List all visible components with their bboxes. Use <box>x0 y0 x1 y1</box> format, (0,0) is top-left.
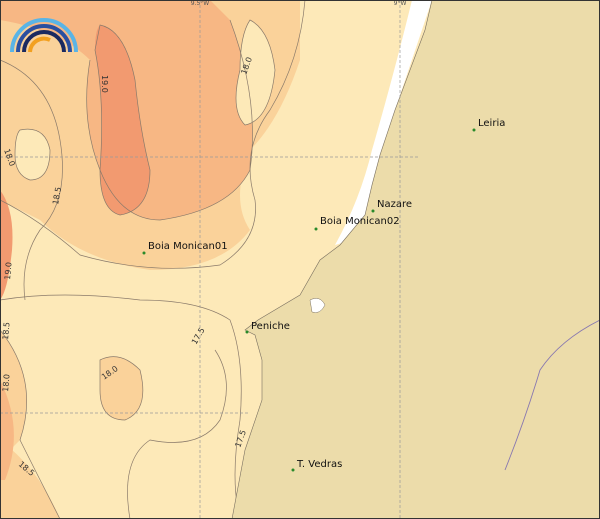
contour-label: 18.5 <box>1 322 12 341</box>
contour <box>86 19 253 221</box>
coast-strip <box>335 0 432 245</box>
contour <box>0 0 306 269</box>
place-label: Boia Monican02 <box>320 216 400 227</box>
contour <box>0 59 63 301</box>
place-dot <box>371 209 375 213</box>
temp-zone <box>236 20 275 125</box>
place-label: T. Vedras <box>296 459 342 470</box>
contour <box>14 128 51 181</box>
temp-zone <box>95 25 150 215</box>
contour <box>0 329 61 519</box>
lagoon <box>309 298 326 313</box>
place-dot <box>472 128 476 132</box>
contour-label: 19.0 <box>3 262 14 281</box>
place-label: Boia Monican01 <box>148 241 228 252</box>
grid-label: 9.5°W <box>191 0 210 7</box>
contour <box>94 24 151 216</box>
place-dot <box>142 251 146 255</box>
temp-zone <box>100 356 143 420</box>
contour <box>0 294 242 519</box>
contour-label: 19.0 <box>100 75 109 93</box>
grid-label: 9°W <box>394 0 407 7</box>
contour-label: 18.0 <box>1 374 12 393</box>
contour-label: 18.5 <box>51 186 63 205</box>
river <box>504 319 600 471</box>
place-dot <box>314 227 318 231</box>
place-label: Leiria <box>478 118 505 129</box>
contour <box>235 19 276 126</box>
temp-zone <box>15 129 50 180</box>
temp-zone <box>0 330 60 519</box>
place-dot <box>291 468 295 472</box>
place-dot <box>245 330 249 334</box>
place-label: Nazare <box>377 199 412 210</box>
logo <box>10 18 78 53</box>
contour <box>127 349 227 519</box>
temp-zone <box>0 380 14 480</box>
land <box>231 0 600 519</box>
contour <box>99 356 144 421</box>
temp-zone <box>0 190 13 300</box>
place-label: Peniche <box>251 321 290 332</box>
